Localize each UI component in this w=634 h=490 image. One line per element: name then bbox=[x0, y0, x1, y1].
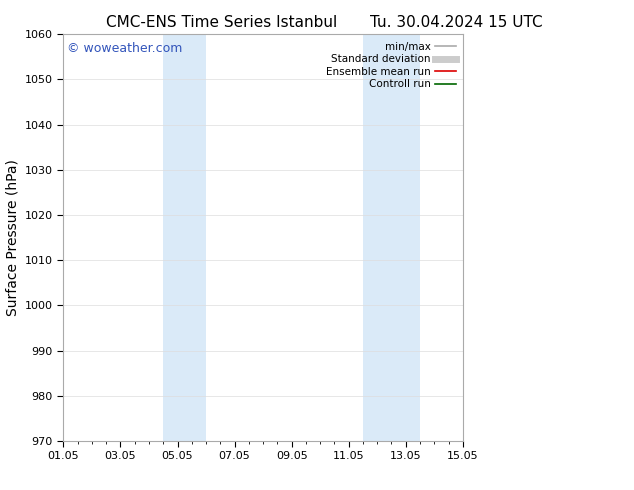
Bar bbox=[164, 34, 206, 441]
Y-axis label: Surface Pressure (hPa): Surface Pressure (hPa) bbox=[5, 159, 19, 316]
Bar bbox=[363, 34, 420, 441]
Text: CMC-ENS Time Series Istanbul: CMC-ENS Time Series Istanbul bbox=[107, 15, 337, 30]
Legend: min/max, Standard deviation, Ensemble mean run, Controll run: min/max, Standard deviation, Ensemble me… bbox=[324, 40, 458, 92]
Text: © woweather.com: © woweather.com bbox=[67, 43, 183, 55]
Text: Tu. 30.04.2024 15 UTC: Tu. 30.04.2024 15 UTC bbox=[370, 15, 543, 30]
